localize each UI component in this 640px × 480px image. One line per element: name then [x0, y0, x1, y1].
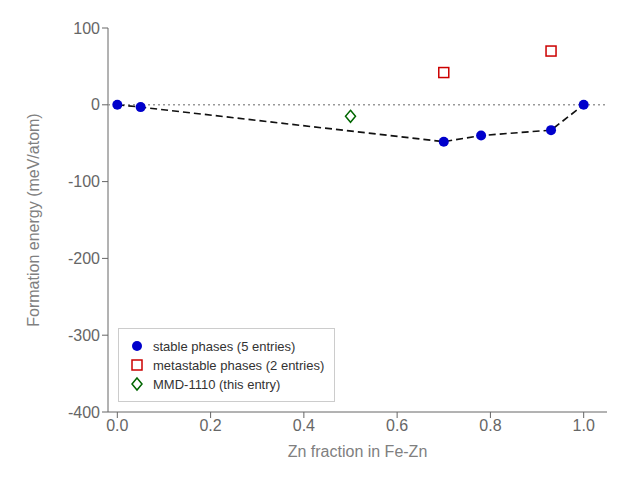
html-text:MMD-1110 (this entry): MMD-1110 (this entry): [153, 376, 281, 392]
svg-text:0.0: 0.0: [106, 417, 128, 434]
svg-text:0: 0: [91, 96, 100, 113]
svg-text:0.2: 0.2: [199, 417, 221, 434]
svg-text:0.8: 0.8: [479, 417, 501, 434]
svg-text:0.4: 0.4: [293, 417, 315, 434]
svg-text:Formation energy (meV/atom): Formation energy (meV/atom): [25, 113, 42, 326]
svg-text:Zn fraction in Fe-Zn: Zn fraction in Fe-Zn: [288, 443, 428, 460]
svg-text:-200: -200: [68, 250, 100, 267]
svg-text:100: 100: [73, 20, 100, 37]
svg-text:-400: -400: [68, 404, 100, 421]
html-text:stable phases (5 entries): stable phases (5 entries): [153, 338, 296, 354]
html-text:metastable phases (2 entries): metastable phases (2 entries): [153, 357, 325, 373]
svg-text:-100: -100: [68, 173, 100, 190]
svg-text:1.0: 1.0: [573, 417, 595, 434]
svg-text:-300: -300: [68, 327, 100, 344]
svg-text:0.6: 0.6: [386, 417, 408, 434]
